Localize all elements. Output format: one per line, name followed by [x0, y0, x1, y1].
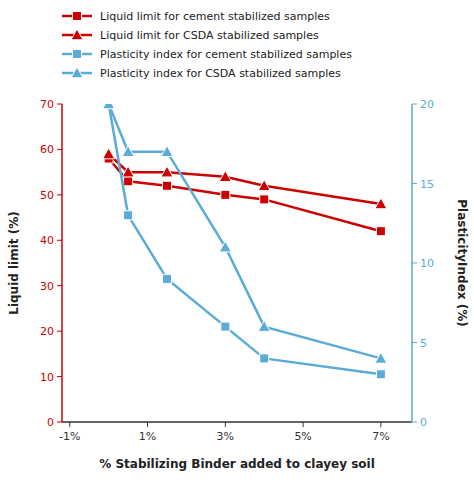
series-line: [109, 104, 381, 374]
y2-tick-label: 5: [420, 337, 427, 350]
y-tick: [57, 194, 62, 195]
y2-tick-label: 15: [420, 178, 434, 191]
series-marker: [122, 166, 134, 177]
legend-label: Plasticity index for cement stabilized s…: [100, 48, 352, 61]
y-tick-label: 50: [40, 189, 54, 202]
y-tick-label: 20: [40, 325, 54, 338]
series-line: [109, 104, 381, 358]
legend-marker: [71, 29, 83, 40]
y-axis-line: [61, 104, 63, 422]
x-tick: [380, 422, 381, 427]
y2-tick: [412, 422, 417, 423]
legend-marker: [73, 12, 82, 21]
y-tick: [57, 240, 62, 241]
x-tick: [69, 422, 70, 427]
y-tick-label: 60: [40, 143, 54, 156]
y-tick-label: 10: [40, 371, 54, 384]
series-marker: [260, 354, 269, 363]
y2-tick-label: 10: [420, 257, 434, 270]
y-tick: [57, 422, 62, 423]
plot-area: [103, 104, 387, 379]
chart: -1% 1% 3% 5% 7% % Stabilizing Binder added to…: [0, 0, 474, 486]
x-axis-label: % Stabilizing Binder added to clayey soi…: [99, 457, 375, 471]
y2-tick-label: 0: [420, 416, 427, 429]
y-tick: [57, 331, 62, 332]
x-tick: [303, 422, 304, 427]
series-marker: [103, 104, 115, 109]
x-axis-line: [62, 421, 412, 423]
legend-label: Liquid limit for CSDA stabilized samples: [100, 29, 319, 42]
series-marker: [376, 227, 385, 236]
y2-tick: [412, 183, 417, 184]
series-marker: [219, 171, 231, 182]
x-tick-label: 1%: [139, 430, 156, 443]
series-line: [109, 159, 381, 232]
x-axis: -1% 1% 3% 5% 7% % Stabilizing Binder added to…: [59, 422, 412, 471]
y-axis-label: Liquid limit (%): [7, 211, 21, 315]
x-tick-label: 5%: [294, 430, 311, 443]
series-line: [109, 154, 381, 204]
series-marker: [122, 146, 134, 157]
legend-label: Liquid limit for cement stabilized sampl…: [100, 10, 330, 23]
y2-tick: [412, 263, 417, 264]
legend-marker: [73, 50, 82, 59]
y-tick-label: 40: [40, 234, 54, 247]
y-tick: [57, 285, 62, 286]
series-marker: [260, 195, 269, 204]
y-tick: [57, 376, 62, 377]
x-tick: [225, 422, 226, 427]
y-tick: [57, 104, 62, 105]
series-marker: [375, 352, 387, 363]
legend: Liquid limit for cement stabilized sampl…: [62, 10, 352, 80]
series-marker: [161, 166, 173, 177]
series-marker: [375, 198, 387, 209]
legend-marker: [71, 67, 83, 78]
series-marker: [163, 274, 172, 283]
x-tick-label: 7%: [372, 430, 389, 443]
y2-axis: 0 5 10 15 20 PlasticityIndex (%): [412, 98, 469, 429]
series-marker: [376, 370, 385, 379]
series-marker: [221, 322, 230, 331]
y2-tick: [412, 342, 417, 343]
y2-axis-label: PlasticityIndex (%): [455, 199, 469, 326]
y-axis: 0 10 20 30 40 50 60 70 Liquid limit (%): [7, 98, 62, 429]
series-marker: [258, 321, 270, 332]
y-tick-label: 30: [40, 280, 54, 293]
y-tick-label: 70: [40, 98, 54, 111]
y-tick: [57, 149, 62, 150]
legend-label: Plasticity index for CSDA stabilized sam…: [100, 67, 341, 80]
y-tick-label: 0: [47, 416, 54, 429]
series-marker: [124, 211, 133, 220]
y2-tick-label: 20: [420, 98, 434, 111]
series-marker: [103, 148, 115, 159]
x-tick: [147, 422, 148, 427]
series-marker: [221, 190, 230, 199]
series-marker: [161, 146, 173, 157]
series-marker: [258, 180, 270, 191]
series-marker: [219, 241, 231, 252]
y2-tick: [412, 104, 417, 105]
series-marker: [163, 181, 172, 190]
x-tick-label: 3%: [217, 430, 234, 443]
series-marker: [124, 177, 133, 186]
x-tick-label: -1%: [59, 430, 80, 443]
